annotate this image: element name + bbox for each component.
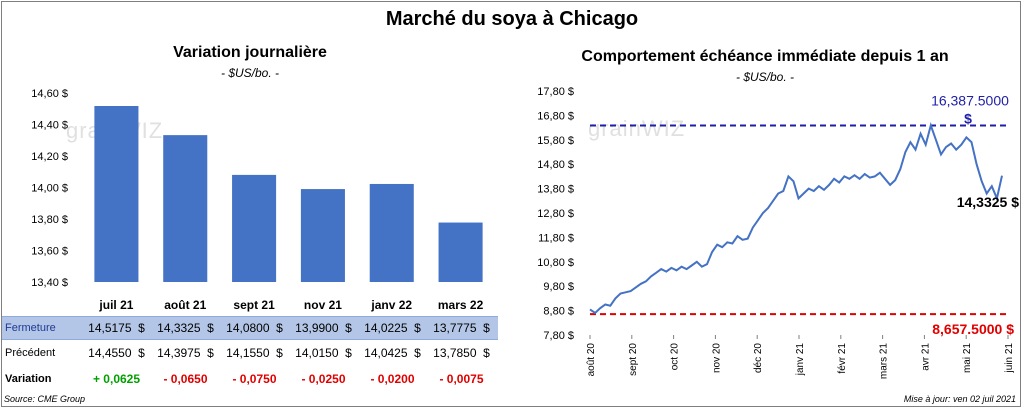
y-tick-label: 13,80 $ [31, 214, 68, 226]
fermeture-cell: 14,5175 $ [88, 321, 145, 335]
x-tick-label: sept 21 [233, 298, 275, 312]
right-watermark: grainWIZ [588, 116, 686, 141]
x-tick-label: févr 21 [837, 343, 848, 374]
x-tick-label: mars 21 [879, 343, 890, 380]
bar [232, 174, 277, 282]
bar [300, 189, 345, 282]
x-tick-label: août 21 [164, 298, 206, 312]
y-tick-label: 14,80 $ [537, 159, 574, 171]
max-value-label: 16,387.5000 [931, 92, 1009, 108]
x-tick-label: juil 21 [98, 298, 133, 312]
y-tick-label: 12,80 $ [537, 208, 574, 220]
left-chart-title: Variation journalière [173, 44, 327, 61]
bar [163, 135, 208, 282]
variation-cell: - 0,0200 [370, 372, 415, 386]
fermeture-cell: 14,3325 $ [157, 321, 214, 335]
x-tick-label: juin 21 [1004, 343, 1015, 374]
bar [438, 222, 483, 282]
update-note: Mise à jour: ven 02 juil 2021 [903, 394, 1016, 404]
y-tick-label: 14,00 $ [31, 183, 68, 195]
y-tick-label: 13,40 $ [31, 277, 68, 289]
x-tick-label: déc 20 [753, 343, 764, 373]
y-tick-label: 15,80 $ [537, 135, 574, 147]
x-tick-label: avr 21 [920, 343, 931, 371]
variation-cell: + 0,0625 [92, 372, 141, 386]
y-tick-label: 16,80 $ [537, 110, 574, 122]
y-tick-label: 10,80 $ [537, 257, 574, 269]
y-tick-label: 7,80 $ [543, 330, 574, 342]
variation-cell: - 0,0075 [439, 372, 484, 386]
left-chart-unit: - $US/bo. - [220, 66, 280, 80]
bar [94, 105, 139, 283]
bar [369, 183, 414, 282]
x-tick-label: nov 21 [304, 298, 342, 312]
precedent-cell: 14,3975 $ [157, 346, 214, 360]
front-month-line-chart: 7,80 $ 8,80 $ 9,80 $ 10,80 $ 11,80 $ 12,80 $ 1… [537, 86, 1019, 380]
y-tick-label: 17,80 $ [537, 86, 574, 98]
precedent-cell: 14,1550 $ [226, 346, 283, 360]
fermeture-cell: 13,7775 $ [433, 321, 490, 335]
table-row-fermeture: Fermeture 14,5175 $ 14,3325 $ 14,0800 $ … [2, 316, 498, 340]
variation-cell: - 0,0250 [301, 372, 346, 386]
y-tick-label: 13,80 $ [537, 184, 574, 196]
price-series-line [589, 122, 1003, 315]
right-chart-unit: - $US/bo. - [735, 70, 795, 84]
fermeture-cell: 14,0800 $ [226, 321, 283, 335]
right-chart-title: Comportement échéance immédiate depuis 1… [581, 48, 949, 65]
x-tick-label: janv 21 [795, 343, 806, 377]
fermeture-cell: 14,0225 $ [364, 321, 421, 335]
precedent-cell: 14,0150 $ [295, 346, 352, 360]
y-tick-label: 14,20 $ [31, 151, 68, 163]
table-row-precedent: Précédent 14,4550 $ 14,3975 $ 14,1550 $ … [2, 342, 498, 364]
x-tick-label: août 20 [586, 343, 597, 377]
y-tick-label: 9,80 $ [543, 281, 574, 293]
fermeture-label: Fermeture [5, 322, 56, 334]
x-tick-label: janv 22 [370, 298, 412, 312]
y-tick-label: 14,60 $ [31, 88, 68, 100]
precedent-cell: 14,4550 $ [88, 346, 145, 360]
x-tick-label: mars 22 [438, 298, 484, 312]
daily-variation-bar-chart: 13,40 $ 13,60 $ 13,80 $ 14,00 $ 14,20 $ 14,40… [31, 88, 484, 312]
main-title: Marché du soya à Chicago [385, 8, 639, 30]
fermeture-cell: 13,9900 $ [295, 321, 352, 335]
variation-label: Variation [5, 373, 52, 385]
x-tick-label: sept 20 [628, 343, 639, 376]
y-tick-label: 14,40 $ [31, 120, 68, 132]
precedent-label: Précédent [5, 347, 56, 359]
table-row-variation: Variation + 0,0625 - 0,0650 - 0,0750 - 0… [2, 368, 498, 390]
x-tick-label: oct 20 [670, 343, 681, 371]
y-tick-label: 13,60 $ [31, 246, 68, 258]
max-value-unit: $ [964, 110, 972, 126]
min-value-label: 8,657.5000 $ [932, 321, 1014, 337]
y-tick-label: 8,80 $ [543, 306, 574, 318]
x-tick-label: mai 21 [962, 343, 973, 373]
variation-cell: - 0,0750 [232, 372, 277, 386]
variation-cell: - 0,0650 [163, 372, 208, 386]
last-value-label: 14,3325 $ [957, 194, 1019, 210]
precedent-cell: 14,0425 $ [364, 346, 421, 360]
source-note: Source: CME Group [4, 394, 86, 404]
y-tick-label: 11,80 $ [538, 232, 574, 244]
x-tick-label: nov 20 [711, 343, 722, 373]
precedent-cell: 13,7850 $ [433, 346, 490, 360]
